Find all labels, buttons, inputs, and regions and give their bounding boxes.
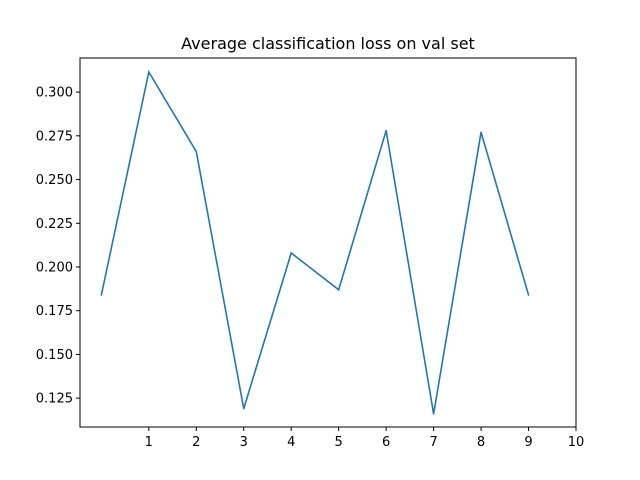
data-point: [432, 413, 435, 415]
data-point: [100, 294, 103, 296]
x-tick-label: 4: [287, 435, 295, 450]
data-point: [385, 129, 387, 132]
x-axis: 1 2 3 4 5 6 7 8 9 10: [145, 427, 585, 450]
y-tick-label: 0.300: [36, 86, 73, 101]
data-point: [242, 407, 245, 410]
chart-title: Average classification loss on val set: [181, 34, 475, 53]
x-tick-label: 2: [192, 435, 200, 450]
y-tick-label: 0.150: [36, 348, 73, 363]
y-tick-label: 0.175: [36, 304, 73, 319]
data-point: [148, 71, 150, 73]
x-tick-label: 5: [335, 435, 343, 450]
y-tick-label: 0.275: [36, 129, 73, 144]
plot-series: [100, 69, 530, 415]
y-tick-label: 0.225: [36, 217, 73, 232]
x-tick-label: 6: [382, 435, 390, 450]
data-point: [337, 288, 340, 291]
y-tick-label: 0.125: [36, 392, 73, 407]
data-point: [527, 294, 530, 296]
data-point: [195, 150, 198, 153]
y-tick-label: 0.250: [36, 173, 73, 188]
x-tick-label: 3: [240, 435, 248, 450]
x-tick-label: 10: [568, 435, 585, 450]
plot-frame: [79, 57, 577, 428]
data-point: [290, 252, 293, 254]
x-tick-label: 7: [429, 435, 437, 450]
y-axis: 0.125 0.150 0.175 0.200 0.225 0.250 0.275 0.300: [36, 86, 80, 407]
x-tick-label: 1: [145, 435, 153, 450]
x-tick-label: 8: [477, 435, 485, 450]
data-point: [480, 131, 482, 134]
series-line-0: [100, 69, 530, 415]
y-tick-label: 0.200: [36, 260, 73, 275]
x-tick-label: 9: [524, 435, 532, 450]
